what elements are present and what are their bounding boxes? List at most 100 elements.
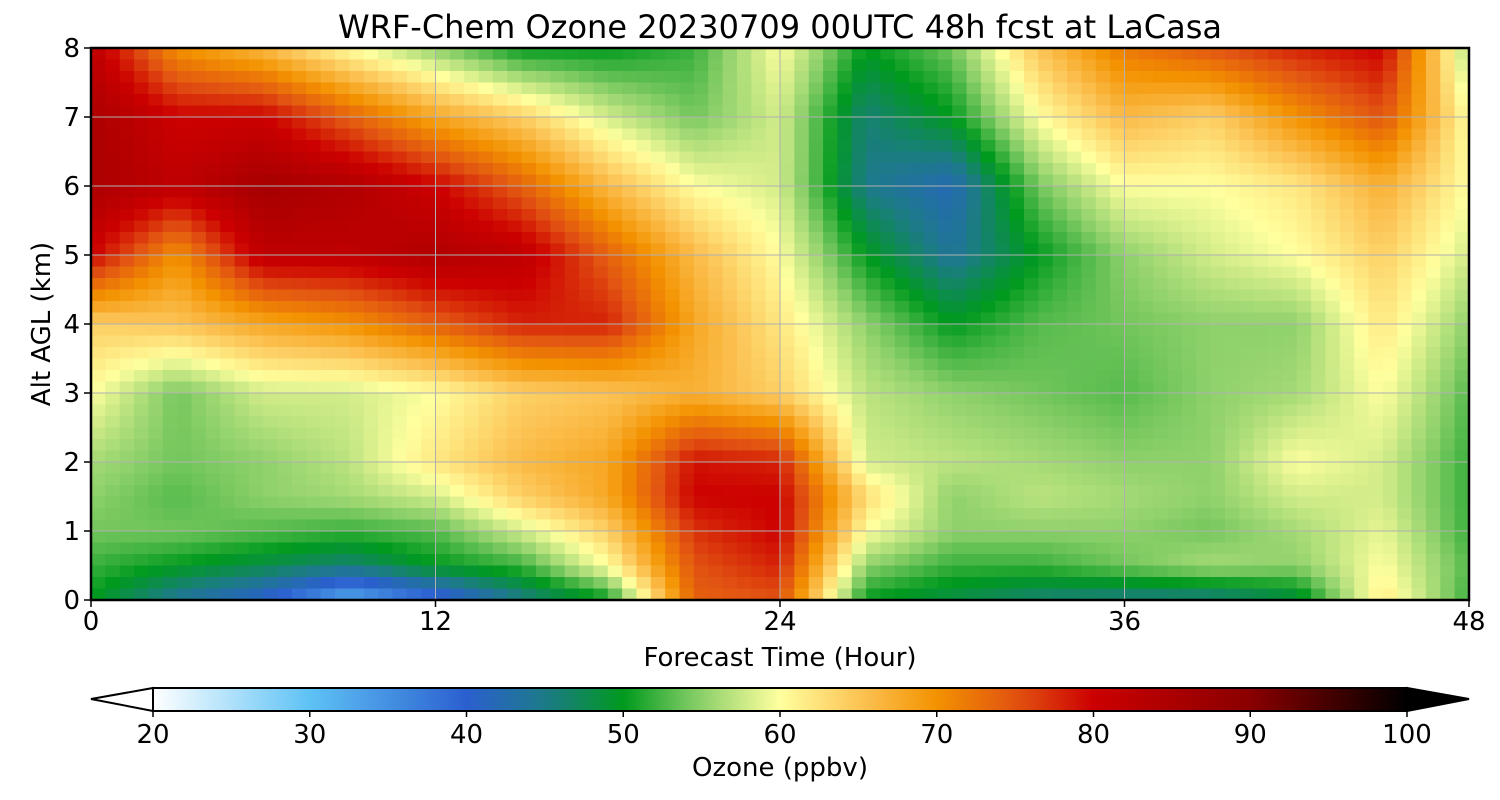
heatmap-cell xyxy=(550,427,566,440)
heatmap-cell xyxy=(622,358,638,371)
heatmap-cell xyxy=(665,565,681,578)
heatmap-cell xyxy=(1038,71,1054,84)
heatmap-cell xyxy=(952,450,968,463)
x-axis-ticks: 0 12 24 36 48 xyxy=(83,600,1486,637)
heatmap-cell xyxy=(306,416,322,429)
heatmap-cell xyxy=(579,485,594,498)
heatmap-cell xyxy=(1325,232,1341,245)
heatmap-cell xyxy=(1009,163,1025,176)
heatmap-cell xyxy=(306,220,322,233)
heatmap-cell xyxy=(248,496,264,509)
heatmap-cell xyxy=(521,243,537,256)
heatmap-cell xyxy=(579,427,594,440)
heatmap-cell xyxy=(679,588,695,601)
heatmap-cell xyxy=(1024,347,1039,360)
heatmap-cell xyxy=(378,220,394,233)
heatmap-cell xyxy=(722,473,738,486)
heatmap-cell xyxy=(191,404,207,417)
heatmap-cell xyxy=(1397,151,1413,164)
heatmap-cell xyxy=(378,128,394,141)
heatmap-cell xyxy=(1110,255,1126,268)
heatmap-cell xyxy=(162,508,178,521)
heatmap-cell xyxy=(105,266,121,279)
heatmap-cell xyxy=(134,105,150,118)
heatmap-cell xyxy=(220,128,236,141)
heatmap-cell xyxy=(248,59,264,72)
heatmap-cell xyxy=(593,232,609,245)
heatmap-cell xyxy=(1425,588,1441,601)
heatmap-cell xyxy=(579,71,594,84)
heatmap-cell xyxy=(665,48,681,61)
heatmap-cell xyxy=(406,94,422,107)
heatmap-cell xyxy=(363,59,379,72)
heatmap-cell xyxy=(162,312,178,325)
heatmap-cell xyxy=(1454,209,1470,222)
heatmap-cell xyxy=(579,358,594,371)
heatmap-cell xyxy=(263,220,279,233)
heatmap-cell xyxy=(1181,588,1197,601)
colorbar-tick-label: 70 xyxy=(920,720,953,750)
heatmap-cell xyxy=(837,220,853,233)
heatmap-cell xyxy=(205,197,221,210)
heatmap-cell xyxy=(535,393,551,406)
heatmap-cell xyxy=(521,519,537,532)
heatmap-cell xyxy=(650,140,666,153)
x-tick-label: 0 xyxy=(83,607,100,637)
heatmap-cell xyxy=(119,151,135,164)
heatmap-cell xyxy=(650,531,666,544)
heatmap-cell xyxy=(478,301,494,314)
heatmap-cell xyxy=(937,301,953,314)
heatmap-cell xyxy=(808,370,824,383)
heatmap-cell xyxy=(406,186,422,199)
heatmap-cell xyxy=(1368,186,1384,199)
heatmap-cell xyxy=(622,266,638,279)
heatmap-cell xyxy=(1124,255,1140,268)
heatmap-cell xyxy=(507,508,523,521)
heatmap-cell xyxy=(464,255,480,268)
heatmap-cell xyxy=(1411,542,1427,555)
heatmap-cell xyxy=(105,312,121,325)
heatmap-cell xyxy=(1239,289,1255,302)
heatmap-cell xyxy=(1325,370,1341,383)
heatmap-cell xyxy=(134,174,150,187)
heatmap-cell xyxy=(119,255,135,268)
heatmap-cell xyxy=(234,554,250,567)
heatmap-cell xyxy=(378,370,394,383)
heatmap-cell xyxy=(909,473,925,486)
heatmap-cell xyxy=(349,278,365,291)
heatmap-cell xyxy=(837,439,853,452)
heatmap-cell xyxy=(378,508,394,521)
heatmap-cell xyxy=(291,220,307,233)
heatmap-cell xyxy=(607,312,623,325)
heatmap-cell xyxy=(1311,335,1327,348)
heatmap-cell xyxy=(406,209,422,222)
heatmap-cell xyxy=(794,174,810,187)
heatmap-cell xyxy=(1411,312,1427,325)
heatmap-cell xyxy=(1009,588,1025,601)
heatmap-cell xyxy=(177,496,193,509)
heatmap-cell xyxy=(894,335,910,348)
heatmap-cell xyxy=(1210,531,1226,544)
heatmap-cell xyxy=(1282,140,1298,153)
heatmap-cell xyxy=(177,565,193,578)
heatmap-cell xyxy=(148,301,164,314)
heatmap-cell xyxy=(478,105,494,118)
heatmap-cell xyxy=(751,485,767,498)
heatmap-cell xyxy=(622,496,638,509)
heatmap-cell xyxy=(1038,94,1054,107)
heatmap-cell xyxy=(823,531,839,544)
heatmap-cell xyxy=(1153,404,1169,417)
heatmap-cell xyxy=(736,117,752,130)
heatmap-cell xyxy=(636,220,652,233)
heatmap-cell xyxy=(923,347,939,360)
heatmap-cell xyxy=(392,71,408,84)
heatmap-cell xyxy=(1052,588,1068,601)
heatmap-cell xyxy=(464,186,480,199)
heatmap-cell xyxy=(980,370,996,383)
heatmap-cell xyxy=(679,450,695,463)
heatmap-cell xyxy=(1296,140,1312,153)
heatmap-cell xyxy=(909,301,925,314)
heatmap-cell xyxy=(780,82,795,95)
heatmap-cell xyxy=(1210,324,1226,337)
heatmap-cell xyxy=(808,289,824,302)
